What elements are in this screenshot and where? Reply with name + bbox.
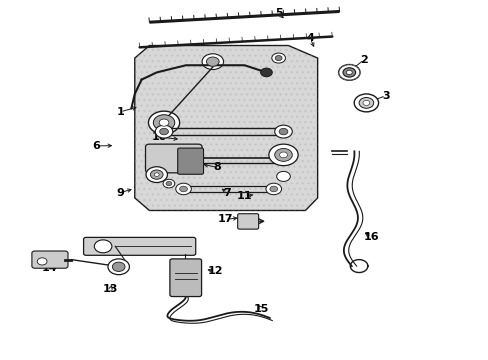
- Circle shape: [155, 125, 172, 138]
- Circle shape: [175, 183, 191, 195]
- Circle shape: [153, 115, 174, 131]
- Text: 10: 10: [151, 132, 166, 142]
- Circle shape: [274, 125, 292, 138]
- Text: 3: 3: [381, 91, 389, 101]
- Circle shape: [108, 259, 129, 275]
- Circle shape: [154, 173, 159, 176]
- Circle shape: [274, 148, 292, 161]
- Circle shape: [112, 262, 125, 271]
- Circle shape: [146, 167, 167, 183]
- Circle shape: [94, 240, 112, 253]
- FancyBboxPatch shape: [237, 214, 258, 229]
- Circle shape: [269, 186, 277, 192]
- Circle shape: [159, 119, 168, 126]
- Circle shape: [342, 68, 355, 77]
- Circle shape: [37, 258, 47, 265]
- Circle shape: [159, 129, 168, 135]
- Circle shape: [260, 68, 272, 77]
- Text: 12: 12: [207, 266, 223, 276]
- Circle shape: [338, 64, 359, 80]
- Circle shape: [362, 100, 369, 105]
- Text: 8: 8: [213, 162, 221, 172]
- FancyBboxPatch shape: [32, 251, 68, 268]
- Circle shape: [206, 57, 219, 66]
- Circle shape: [165, 181, 171, 186]
- FancyBboxPatch shape: [83, 237, 195, 255]
- Circle shape: [279, 152, 287, 158]
- Text: 2: 2: [359, 55, 367, 65]
- Circle shape: [179, 186, 187, 192]
- Circle shape: [275, 55, 282, 60]
- Text: 15: 15: [253, 304, 269, 314]
- Circle shape: [271, 53, 285, 63]
- Circle shape: [268, 144, 298, 166]
- Text: 13: 13: [102, 284, 118, 294]
- Circle shape: [163, 179, 174, 188]
- FancyBboxPatch shape: [177, 148, 203, 174]
- Circle shape: [265, 183, 281, 195]
- Circle shape: [353, 94, 378, 112]
- Text: 14: 14: [41, 263, 57, 273]
- Circle shape: [150, 170, 163, 179]
- Text: 9: 9: [116, 188, 124, 198]
- Circle shape: [358, 98, 373, 108]
- Circle shape: [279, 129, 287, 135]
- Circle shape: [276, 171, 290, 181]
- FancyBboxPatch shape: [145, 144, 202, 173]
- FancyBboxPatch shape: [169, 259, 201, 297]
- Text: 5: 5: [274, 8, 282, 18]
- Text: 1: 1: [116, 107, 124, 117]
- Circle shape: [346, 70, 351, 75]
- Polygon shape: [135, 45, 317, 211]
- Text: 4: 4: [306, 33, 314, 43]
- Text: 17: 17: [217, 215, 232, 224]
- Circle shape: [148, 111, 179, 134]
- Text: 16: 16: [363, 232, 378, 242]
- Text: 11: 11: [236, 191, 252, 201]
- Text: 7: 7: [223, 188, 231, 198]
- Circle shape: [202, 54, 223, 69]
- Text: 6: 6: [92, 141, 100, 151]
